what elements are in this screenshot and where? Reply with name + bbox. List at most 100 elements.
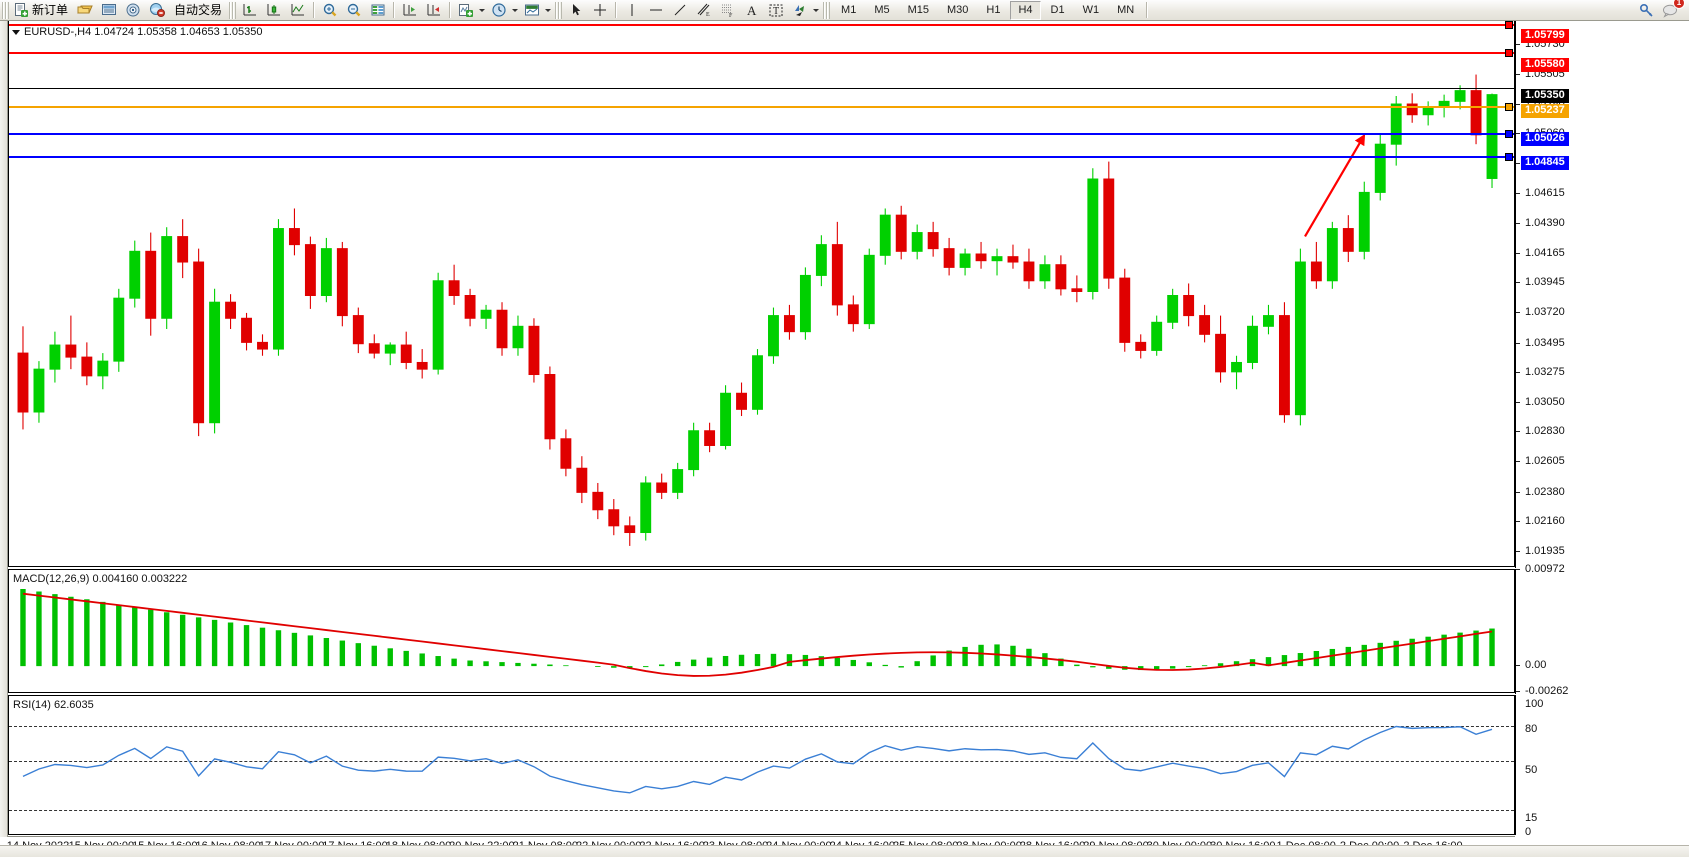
timeframe-grip[interactable] <box>823 1 831 19</box>
level-handle-105799[interactable] <box>1505 21 1513 29</box>
chart-tools-grip[interactable] <box>229 1 237 19</box>
line-chart-button[interactable] <box>286 0 310 21</box>
price-tick-label: 1.02605 <box>1525 455 1565 468</box>
level-handle-104845[interactable] <box>1505 153 1513 161</box>
strategy-tester-button[interactable] <box>145 0 169 21</box>
price-tick-label: 1.04615 <box>1525 186 1565 199</box>
toolbar-grip[interactable] <box>2 1 9 19</box>
draw-tools-grip[interactable] <box>555 1 563 19</box>
shapes-dropdown-caret[interactable] <box>813 8 820 12</box>
shapes-tool-button[interactable] <box>788 0 812 21</box>
vertical-line-tool-button[interactable] <box>620 0 644 21</box>
tester-icon <box>150 3 166 17</box>
timeframe-m5[interactable]: M5 <box>874 3 890 16</box>
rsi-level-80 <box>9 726 1514 727</box>
trendline-icon <box>674 4 686 16</box>
price-level-badge[interactable]: 1.04845 <box>1521 156 1569 170</box>
level-line-105799[interactable] <box>9 24 1514 26</box>
timeframe-d1[interactable]: D1 <box>1050 3 1065 16</box>
trendline-tool-button[interactable] <box>668 0 692 21</box>
candlestick-icon <box>267 4 281 16</box>
timeframe-m1[interactable]: M1 <box>841 3 857 16</box>
level-line-105237[interactable] <box>9 106 1514 108</box>
price-level-badge[interactable]: 1.05026 <box>1521 131 1569 146</box>
crosshair-tool-button[interactable] <box>588 0 612 21</box>
timeframe-h1[interactable]: H1 <box>986 3 1001 16</box>
price-scale[interactable]: 1.057301.055051.052801.050601.048401.046… <box>1516 21 1689 568</box>
horizontal-line-tool-button[interactable] <box>644 0 668 21</box>
chart-menu-triangle-icon[interactable] <box>12 29 20 35</box>
templates-dropdown-caret[interactable] <box>545 8 552 12</box>
macd-indicator-pane[interactable]: MACD(12,26,9) 0.004160 0.003222 <box>8 569 1515 693</box>
level-handle-105237[interactable] <box>1505 103 1513 111</box>
terminal-icon <box>102 4 117 15</box>
price-tick-label: 1.05505 <box>1525 67 1565 80</box>
rsi-tick-label: 100 <box>1525 698 1544 710</box>
rsi-axis-divider <box>1515 695 1516 835</box>
data-window-button[interactable] <box>73 0 97 21</box>
toolbar-separator-2 <box>393 2 396 18</box>
level-line-105026[interactable] <box>9 133 1514 135</box>
price-level-badge[interactable]: 1.05799 <box>1521 28 1569 43</box>
price-tick-mark <box>1516 133 1520 135</box>
messages-button[interactable]: 1 <box>1659 0 1685 21</box>
equidistant-channel-button[interactable]: E <box>692 0 716 21</box>
channel-icon: E <box>697 3 710 18</box>
key-icon <box>1639 3 1653 17</box>
macd-tick-label: 0.00972 <box>1525 563 1565 575</box>
templates-button[interactable] <box>520 0 544 21</box>
navigator-button[interactable] <box>121 0 145 21</box>
price-level-badge[interactable]: 1.05237 <box>1521 103 1569 118</box>
zoom-out-button[interactable] <box>342 0 366 21</box>
autotrade-button[interactable]: 自动交易 <box>169 0 227 21</box>
terminal-button[interactable] <box>97 0 121 21</box>
macd-tick-label: -0.00262 <box>1525 685 1569 697</box>
macd-axis-divider <box>1515 569 1516 694</box>
bar-chart-button[interactable] <box>238 0 262 21</box>
level-handle-105580[interactable] <box>1505 49 1513 57</box>
level-line-104845[interactable] <box>9 156 1514 158</box>
main-toolbar: 新订单 <box>0 0 1689 21</box>
timeframe-m30[interactable]: M30 <box>947 3 969 16</box>
chat-bubble-icon <box>1663 4 1677 18</box>
fibonacci-tool-button[interactable]: F <box>716 0 740 21</box>
current-price-badge: 1.05350 <box>1521 88 1569 103</box>
price-tick-mark <box>1516 371 1520 373</box>
level-line-105580[interactable] <box>9 52 1514 54</box>
period-dropdown-caret[interactable] <box>512 8 519 12</box>
timeframe-m15[interactable]: M15 <box>907 3 929 16</box>
chart-autoscroll-button[interactable] <box>422 0 446 21</box>
price-chart-pane[interactable]: EURUSD-,H4 1.04724 1.05358 1.04653 1.053… <box>8 21 1515 567</box>
chart-shift-button[interactable] <box>398 0 422 21</box>
clock-icon <box>492 3 506 17</box>
price-tick-label: 1.03720 <box>1525 306 1565 319</box>
timeframe-mn[interactable]: MN <box>1117 3 1135 16</box>
new-order-button[interactable]: 新订单 <box>11 0 73 21</box>
text-label-tool-button[interactable]: T <box>764 0 788 21</box>
period-button[interactable] <box>487 0 511 21</box>
rsi-tick-label: 0 <box>1525 826 1532 838</box>
trend-arrow-line <box>1304 133 1366 237</box>
login-key-button[interactable] <box>1635 0 1659 21</box>
price-level-badge[interactable]: 1.05580 <box>1521 57 1569 72</box>
toolbar-separator-3 <box>449 2 452 18</box>
trend-arrow-annotation[interactable] <box>9 21 1514 566</box>
zoom-in-icon <box>323 3 337 17</box>
cursor-tool-button[interactable] <box>564 0 588 21</box>
macd-label: MACD(12,26,9) 0.004160 0.003222 <box>13 573 188 585</box>
candlestick-chart-button[interactable] <box>262 0 286 21</box>
add-indicator-button[interactable] <box>454 0 478 21</box>
level-handle-105026[interactable] <box>1505 130 1513 138</box>
timeframe-w1[interactable]: W1 <box>1082 3 1100 16</box>
rsi-indicator-pane[interactable]: RSI(14) 62.6035 <box>8 695 1515 835</box>
text-tool-button[interactable]: A <box>740 0 764 21</box>
timeframe-h4[interactable]: H4 <box>1010 0 1041 20</box>
data-grid-button[interactable] <box>366 0 390 21</box>
indicator-dropdown-caret[interactable] <box>479 8 486 12</box>
new-order-icon <box>15 3 28 17</box>
rsi-label: RSI(14) 62.6035 <box>13 699 94 711</box>
price-tick-label: 1.03495 <box>1525 336 1565 349</box>
zoom-in-button[interactable] <box>318 0 342 21</box>
price-tick-mark <box>1516 282 1520 284</box>
